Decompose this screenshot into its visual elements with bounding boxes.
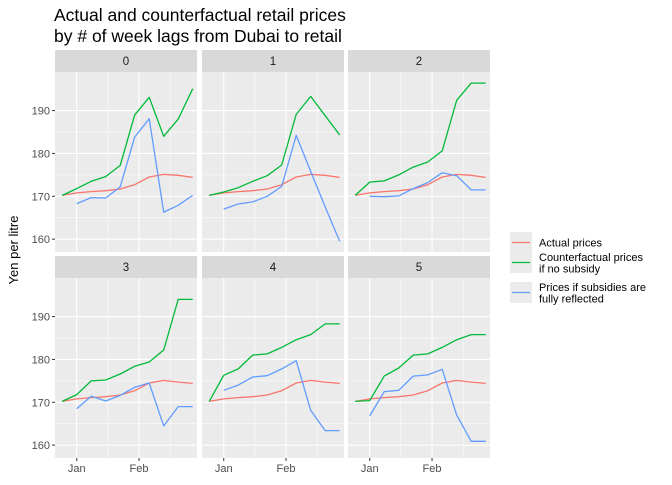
legend-entry-actual: Actual prices <box>510 232 602 253</box>
facet-strip-label: 4 <box>270 262 277 274</box>
chart-title-line-2: by # of week lags from Dubai to retail <box>54 26 342 46</box>
facet-strip <box>348 256 490 278</box>
y-tick-label: 190 <box>32 106 50 118</box>
legend-label: fully reflected <box>539 294 604 306</box>
facet-panel-3: 3 160 170 180 190 Jan Feb <box>32 256 197 475</box>
panel-background <box>348 278 490 458</box>
facet-panel-5: 5 Jan Feb <box>348 256 490 475</box>
y-tick-label: 160 <box>32 234 50 246</box>
legend-label: Prices if subsidies are <box>539 282 646 294</box>
series-line-actual <box>62 379 193 403</box>
panel-background <box>202 72 344 252</box>
panel-background <box>55 72 197 252</box>
series-line-actual <box>355 173 486 197</box>
facet-panel-0: 0 160 170 180 190 <box>32 50 197 252</box>
legend-label: Actual prices <box>539 238 602 250</box>
facet-strip <box>55 50 197 72</box>
facet-strip <box>202 50 344 72</box>
x-tick-label: Jan <box>215 463 233 475</box>
x-tick-label: Feb <box>423 463 442 475</box>
facet-panels: 0 160 170 180 190 1 2 3 160 170 180 190 Jan Feb 4 Jan Fe… <box>32 50 490 475</box>
x-tick-label: Jan <box>361 463 379 475</box>
x-tick-label: Jan <box>68 463 86 475</box>
series-line-subsidy <box>369 172 486 198</box>
facet-strip-label: 1 <box>270 56 276 68</box>
series-line-subsidy <box>223 360 340 432</box>
series-line-counterfactual <box>61 298 193 402</box>
series-line-counterfactual <box>61 88 194 196</box>
facet-panel-4: 4 Jan Feb <box>202 256 344 475</box>
series-line-counterfactual <box>208 323 340 402</box>
facet-strip-label: 2 <box>416 56 422 68</box>
series-line-subsidy <box>76 382 193 427</box>
y-tick-label: 190 <box>32 312 50 324</box>
y-tick-label: 170 <box>32 397 50 409</box>
series-line-actual <box>209 173 340 197</box>
series-line-counterfactual <box>355 333 486 403</box>
facet-strip-label: 0 <box>123 56 129 68</box>
facet-strip-label: 3 <box>123 262 129 274</box>
panel-background <box>202 278 344 458</box>
facet-strip <box>202 256 344 278</box>
series-line-counterfactual <box>354 82 486 196</box>
facet-panel-2: 2 <box>348 50 490 252</box>
panel-background <box>348 72 490 252</box>
series-line-subsidy <box>223 134 341 242</box>
series-line-actual <box>62 173 193 197</box>
facet-strip <box>348 50 490 72</box>
series-line-counterfactual <box>209 95 341 197</box>
y-tick-label: 160 <box>32 440 50 452</box>
y-tick-label: 170 <box>32 191 50 203</box>
y-tick-label: 180 <box>32 148 50 160</box>
y-axis-label: Yen per litre <box>6 216 21 285</box>
legend-label: if no subsidy <box>539 264 601 276</box>
x-tick-label: Feb <box>130 463 149 475</box>
facet-strip-label: 5 <box>416 262 422 274</box>
facet-panel-1: 1 <box>202 50 344 252</box>
x-tick-label: Feb <box>277 463 296 475</box>
facet-strip <box>55 256 197 278</box>
y-tick-label: 180 <box>32 354 50 366</box>
chart-title-line-1: Actual and counterfactual retail prices <box>54 5 346 25</box>
series-line-subsidy <box>76 118 194 213</box>
series-line-subsidy <box>369 368 486 442</box>
series-line-actual <box>209 379 340 403</box>
panel-background <box>55 278 197 458</box>
legend-label: Counterfactual prices <box>539 252 643 264</box>
series-line-actual <box>355 379 486 403</box>
